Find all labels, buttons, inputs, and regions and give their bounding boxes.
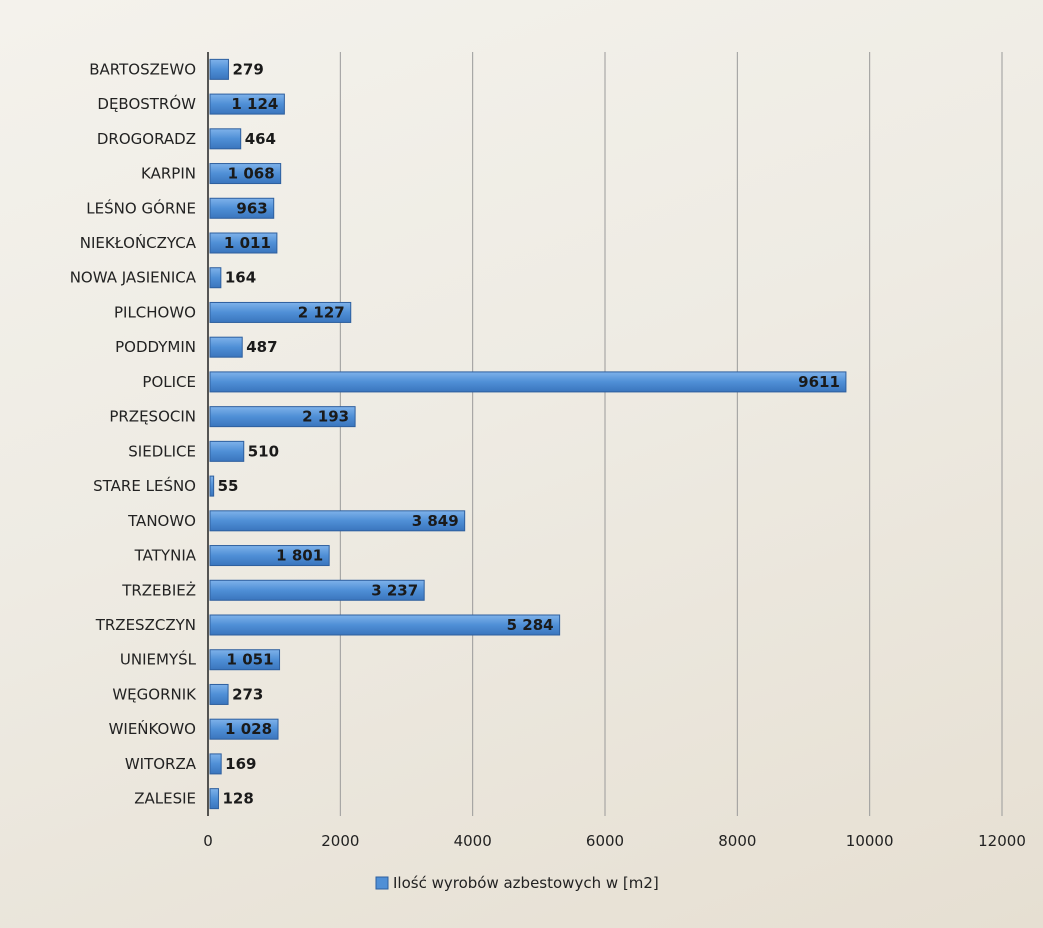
bar [209, 58, 229, 80]
value-axis-tick-label: 6000 [586, 832, 624, 850]
value-axis-tick-label: 2000 [321, 832, 359, 850]
data-label: 487 [246, 338, 277, 356]
data-label: 128 [222, 790, 253, 808]
bar [209, 163, 282, 185]
value-axis-tick-label: 8000 [718, 832, 756, 850]
category-label: BARTOSZEWO [89, 60, 196, 78]
data-label: 1 068 [228, 165, 275, 183]
legend-swatch [375, 876, 389, 890]
bar [209, 406, 356, 428]
data-label: 55 [218, 477, 239, 495]
bar [209, 267, 222, 289]
bar [209, 649, 281, 671]
data-label: 464 [245, 130, 276, 148]
data-label: 169 [225, 755, 256, 773]
category-label: TRZESZCZYN [95, 616, 196, 634]
value-axis-tick-labels: 0 2000 4000 6000 8000 10000 12000 [203, 832, 1026, 850]
bar [209, 128, 242, 150]
category-label: UNIEMYŚL [120, 650, 197, 669]
category-label: TANOWO [127, 512, 196, 530]
category-label: LEŚNO GÓRNE [86, 198, 196, 217]
value-axis-tick-label: 10000 [846, 832, 894, 850]
category-label: DROGORADZ [97, 130, 196, 148]
bar [209, 440, 245, 462]
value-axis-tick-label: 0 [203, 832, 213, 850]
data-label: 5 284 [507, 616, 554, 634]
data-label: 2 127 [298, 303, 345, 321]
category-label: NIEKŁOŃCZYCA [80, 233, 197, 252]
category-label: SIEDLICE [128, 442, 196, 460]
data-label: 2 193 [302, 408, 349, 426]
category-label: POLICE [142, 373, 196, 391]
data-label: 510 [248, 442, 279, 460]
bar [209, 718, 279, 740]
bar [209, 510, 466, 532]
category-label: PILCHOWO [114, 303, 196, 321]
legend-label: Ilość wyrobów azbestowych w [m2] [393, 874, 659, 892]
data-label: 963 [236, 199, 267, 217]
data-label: 1 011 [224, 234, 271, 252]
category-label: WĘGORNIK [112, 685, 197, 703]
data-label: 3 849 [412, 512, 459, 530]
category-label: STARE LEŚNO [93, 476, 196, 495]
category-label: PRZĘSOCIN [109, 408, 196, 426]
bar [209, 336, 243, 358]
data-label: 279 [232, 60, 263, 78]
category-label: NOWA JASIENICA [70, 269, 197, 287]
bar [209, 475, 215, 497]
category-labels: BARTOSZEWO DĘBOSTRÓW DROGORADZ KARPIN LEŚNO … [70, 60, 197, 807]
category-label: WIEŃKOWO [109, 719, 196, 738]
data-label: 164 [225, 269, 256, 287]
bar [209, 197, 275, 219]
data-label: 273 [232, 685, 263, 703]
bar [209, 753, 222, 775]
category-label: TATYNIA [134, 547, 197, 565]
bar [209, 579, 425, 601]
value-axis-tick-label: 4000 [454, 832, 492, 850]
legend: Ilość wyrobów azbestowych w [m2] [375, 874, 659, 892]
value-axis-tick-label: 12000 [978, 832, 1026, 850]
data-label: 1 028 [225, 720, 272, 738]
bar [209, 683, 229, 705]
category-label: TRZEBIEŻ [121, 580, 196, 599]
bar [209, 371, 847, 393]
category-label: WITORZA [125, 755, 197, 773]
category-label: KARPIN [141, 165, 196, 183]
bars: 279 1 124 464 1 068 963 1 011 164 2 127 487 9611 2… [209, 58, 847, 810]
bar [209, 301, 352, 323]
data-label: 1 124 [231, 95, 278, 113]
category-label: PODDYMIN [115, 338, 196, 356]
data-label: 3 237 [371, 581, 418, 599]
bar [209, 232, 278, 254]
category-label: DĘBOSTRÓW [97, 94, 196, 113]
data-label: 9611 [798, 373, 840, 391]
data-label: 1 801 [276, 547, 323, 565]
data-label: 1 051 [227, 651, 274, 669]
bar [209, 788, 219, 810]
bar [209, 93, 285, 115]
bar [209, 614, 561, 636]
category-label: ZALESIE [134, 790, 196, 808]
gridlines [339, 52, 1003, 816]
bar [209, 545, 330, 567]
